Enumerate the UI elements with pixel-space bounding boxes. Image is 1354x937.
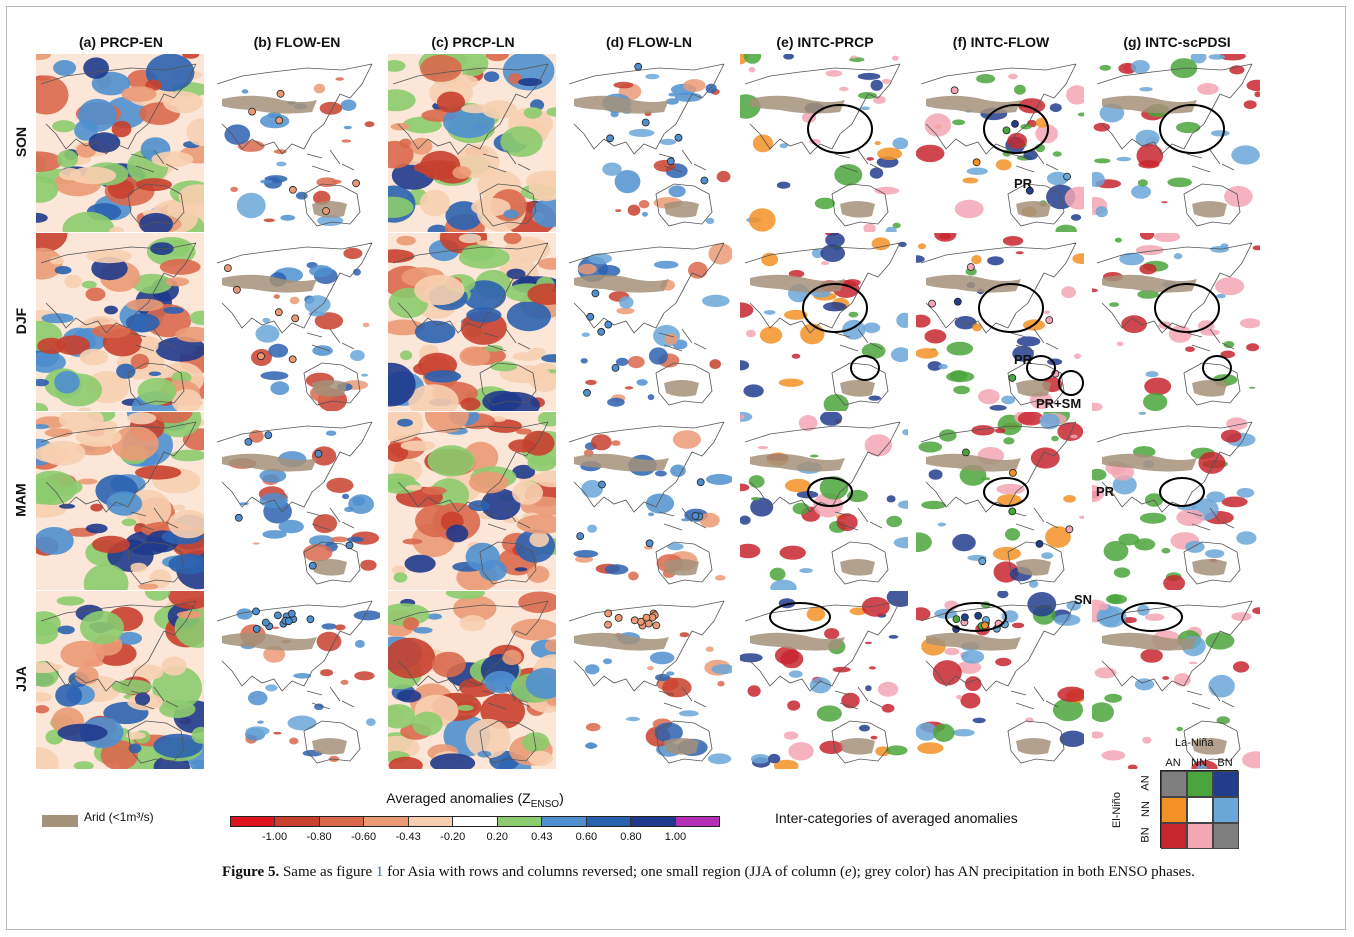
row-label-jja: JJA (13, 665, 29, 692)
caption-label: Figure 5. (222, 864, 280, 880)
colorbar-swatch (586, 817, 632, 826)
map-panel-jja-3 (388, 591, 556, 769)
legend-row-bn: BN (1140, 827, 1152, 843)
map-panel-son-2 (212, 54, 380, 232)
colorbar-swatch (453, 817, 498, 826)
legend-col-an: AN (1165, 757, 1181, 769)
legend-col-bn: BN (1217, 757, 1233, 769)
row-label-djf: DJF (12, 307, 29, 334)
column-title-e: (e) INTC-PRCP (776, 34, 874, 50)
map-panel-mam-2 (212, 412, 380, 590)
colorbar-swatch (231, 817, 276, 826)
map-panel-son-5 (740, 54, 908, 232)
legend-la-nina-title: La-Niña (1175, 737, 1214, 749)
map-panel-son-4 (564, 54, 732, 232)
row-label-son: SON (13, 126, 29, 157)
map-panel-djf-5 (740, 233, 908, 411)
annotation-pr-djf: PR (1014, 352, 1033, 367)
annotation-pr-sm-djf: PR+SM (1036, 396, 1082, 411)
map-panel-djf-1 (36, 233, 204, 411)
colorbar-swatch (497, 817, 543, 826)
colorbar-swatch (408, 817, 454, 826)
legend-category-cell (1161, 771, 1187, 797)
map-panel-jja-2 (212, 591, 380, 769)
colorbar-title: Averaged anomalies (ZENSO) (386, 790, 564, 810)
annotation-pr-mam: PR (1096, 484, 1115, 499)
map-panel-son-6 (916, 54, 1084, 232)
colorbar-tick-label: 0.43 (531, 831, 553, 843)
inter-categories-label: Inter-categories of averaged anomalies (775, 810, 1018, 826)
legend-category-cell (1213, 771, 1239, 797)
map-panel-jja-7 (1092, 591, 1260, 769)
legend-category-cell (1187, 797, 1213, 823)
map-panel-son-3 (388, 54, 556, 232)
map-panel-mam-1 (36, 412, 204, 590)
map-panel-mam-3 (388, 412, 556, 590)
legend-col-nn: NN (1191, 757, 1207, 769)
legend-row-nn: NN (1139, 801, 1152, 817)
arid-swatch (42, 815, 78, 827)
colorbar-swatch (364, 817, 409, 826)
colorbar-tick-label: -0.60 (351, 831, 377, 843)
colorbar-tick-label: -1.00 (261, 831, 288, 843)
row-label-mam: MAM (13, 482, 29, 517)
legend-category-cell (1187, 771, 1213, 797)
column-title-b: (b) FLOW-EN (253, 34, 341, 50)
legend-category-cell (1213, 797, 1239, 823)
colorbar-swatch (631, 817, 676, 826)
colorbar-swatch (542, 817, 587, 826)
map-panel-son-1 (36, 54, 204, 232)
colorbar-tick-label: 1.00 (664, 831, 687, 843)
map-panel-djf-3 (388, 233, 556, 411)
map-panel-djf-2 (212, 233, 380, 411)
map-panel-son-7 (1092, 54, 1260, 232)
column-title-d: (d) FLOW-LN (605, 34, 693, 50)
figure-frame (6, 6, 1346, 930)
colorbar-swatch (319, 817, 365, 826)
colorbar-tick-label: 0.60 (575, 831, 598, 843)
legend-category-cell (1161, 823, 1187, 849)
column-title-a: (a) PRCP-EN (78, 34, 163, 50)
legend-category-cell (1213, 823, 1239, 849)
category-legend-grid (1160, 770, 1239, 849)
colorbar-tick-label: 0.80 (620, 831, 642, 843)
colorbar-swatch (275, 817, 320, 826)
legend-el-nino-title: El-Niño (1111, 791, 1124, 829)
legend-row-an: AN (1140, 775, 1152, 791)
colorbar-tick-label: -0.43 (395, 831, 421, 843)
map-panel-mam-6 (916, 412, 1084, 590)
map-panel-jja-4 (564, 591, 732, 769)
colorbar-swatch (675, 817, 719, 826)
annotation-sn-jja: SN (1074, 592, 1093, 607)
map-panel-jja-6 (916, 591, 1084, 769)
column-title-g: (g) INTC-scPDSI (1123, 34, 1231, 50)
arid-label: Arid (<1m³/s) (84, 810, 154, 824)
map-panel-mam-7 (1092, 412, 1260, 590)
legend-category-cell (1187, 823, 1213, 849)
figure-caption: Figure 5. Same as figure 1 for Asia with… (222, 864, 1195, 880)
colorbar-tick-label: -0.20 (440, 831, 466, 843)
colorbar (230, 816, 720, 827)
legend-category-cell (1161, 797, 1187, 823)
map-panel-mam-5 (740, 412, 908, 590)
figure-reference-link[interactable]: 1 (375, 864, 384, 880)
map-panel-mam-4 (564, 412, 732, 590)
map-panel-djf-7 (1092, 233, 1260, 411)
map-panel-djf-4 (564, 233, 732, 411)
colorbar-tick-label: 0.20 (486, 831, 508, 843)
colorbar-tick-label: -0.80 (306, 831, 332, 843)
map-panel-jja-5 (740, 591, 908, 769)
column-title-c: (c) PRCP-LN (431, 34, 515, 50)
annotation-pr-son: PR (1014, 176, 1033, 191)
map-panel-jja-1 (36, 591, 204, 769)
map-panel-djf-6 (916, 233, 1084, 411)
column-title-f: (f) INTC-FLOW (952, 34, 1050, 50)
